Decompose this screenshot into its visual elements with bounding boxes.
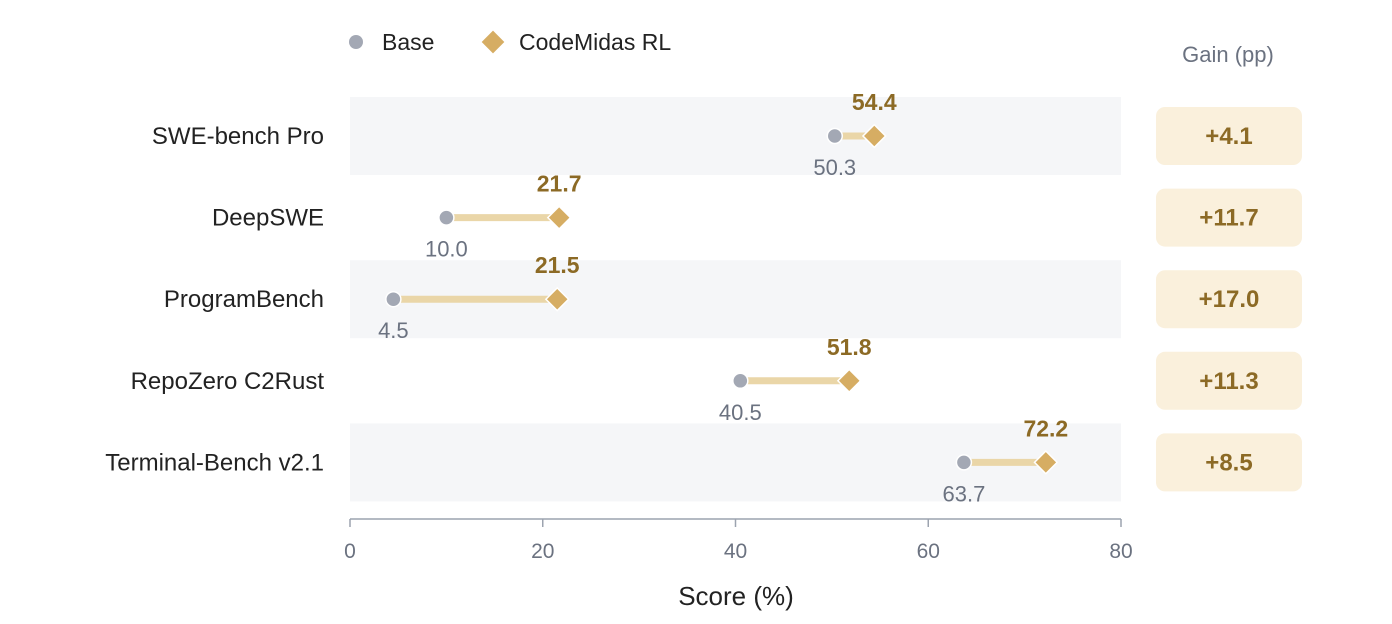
category-label: RepoZero C2Rust xyxy=(131,368,325,395)
base-value-label: 63.7 xyxy=(942,481,985,506)
rl-point xyxy=(836,368,862,394)
x-axis-label: Score (%) xyxy=(678,581,794,611)
gain-value: +8.5 xyxy=(1205,449,1252,476)
rl-point xyxy=(861,123,887,149)
base-value-label: 50.3 xyxy=(813,155,856,180)
gain-value: +11.7 xyxy=(1199,205,1258,232)
gain-box xyxy=(1156,107,1302,165)
gain-value: +17.0 xyxy=(1199,286,1260,313)
category-label: SWE-bench Pro xyxy=(152,123,324,150)
base-value-label: 10.0 xyxy=(425,237,468,262)
base-point xyxy=(955,454,973,471)
rl-point xyxy=(1033,450,1059,475)
category-label: ProgramBench xyxy=(164,286,324,313)
category-label: Terminal-Bench v2.1 xyxy=(105,449,324,476)
rl-value-label: 21.7 xyxy=(537,171,582,197)
row-band xyxy=(350,97,1121,175)
rl-value-label: 54.4 xyxy=(852,89,897,115)
base-point xyxy=(385,290,402,308)
base-value-label: 40.5 xyxy=(719,400,762,425)
gain-column: +4.1 +11.7 +17.0 +11.3 +8.5 xyxy=(1156,107,1302,492)
legend-base-label: Base xyxy=(382,29,434,55)
base-point xyxy=(732,372,749,390)
rl-point xyxy=(544,286,570,312)
connectors xyxy=(393,132,1046,466)
data-points xyxy=(385,123,1059,475)
gain-box xyxy=(1156,351,1302,410)
rl-point xyxy=(546,205,572,230)
x-tick-label: 60 xyxy=(917,540,940,563)
gain-value: +4.1 xyxy=(1205,123,1252,150)
base-point xyxy=(438,209,455,226)
x-tick-label: 0 xyxy=(344,540,356,563)
x-tick-label: 20 xyxy=(531,540,554,563)
x-tick-label: 40 xyxy=(724,540,747,563)
gain-box xyxy=(1156,433,1302,492)
rl-value-label: 51.8 xyxy=(827,334,872,360)
x-tick-label: 80 xyxy=(1109,540,1132,563)
gain-box xyxy=(1156,270,1302,329)
base-value-label: 4.5 xyxy=(378,318,409,343)
rl-value-label: 21.5 xyxy=(535,252,580,278)
legend-base-marker xyxy=(349,35,363,49)
category-label: DeepSWE xyxy=(212,205,324,232)
gain-header: Gain (pp) xyxy=(1182,42,1274,67)
x-axis: 0 20 40 60 80 xyxy=(344,518,1133,563)
rl-value-label: 72.2 xyxy=(1023,415,1068,441)
base-point xyxy=(826,127,844,145)
gain-box xyxy=(1156,188,1302,247)
legend-rl-label: CodeMidas RL xyxy=(519,29,671,55)
legend-rl-marker xyxy=(481,30,505,54)
legend: Base CodeMidas RL xyxy=(349,29,671,55)
gain-value: +11.3 xyxy=(1199,368,1258,395)
value-labels: 50.3 54.4 10.0 21.7 4.5 21.5 40.5 51.8 63.7 72.2 xyxy=(378,89,1068,506)
category-labels: SWE-bench Pro DeepSWE ProgramBench RepoZero… xyxy=(105,123,324,476)
